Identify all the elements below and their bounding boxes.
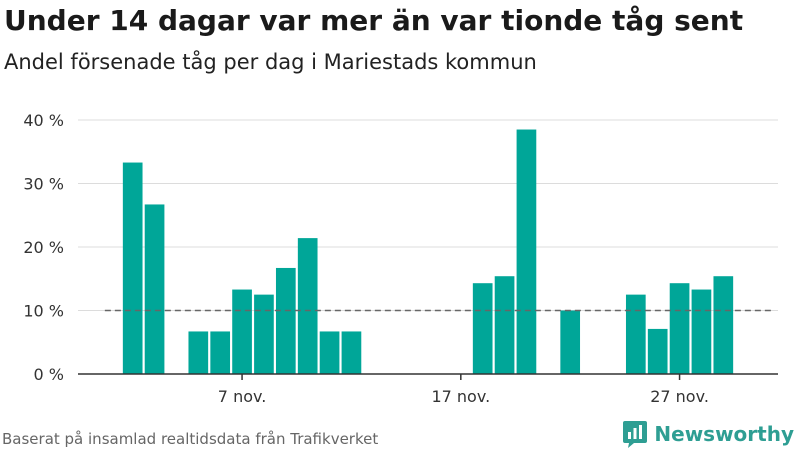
- bar: [188, 331, 209, 374]
- bar: [275, 267, 296, 374]
- bar: [472, 283, 493, 374]
- x-tick-label: 27 nov.: [650, 387, 709, 406]
- bar: [144, 204, 165, 374]
- chart-title: Under 14 dagar var mer än var tionde tåg…: [4, 4, 744, 37]
- bar-chart-speech-bubble-icon: [623, 421, 648, 448]
- x-tick-labels: 7 nov. 17 nov. 27 nov.: [218, 387, 709, 406]
- bar-chart: 0 % 10 % 20 % 30 % 40 % 7 nov. 17 nov. 27 nov.: [23, 111, 778, 406]
- axis-layer: [78, 373, 778, 380]
- bar: [647, 328, 668, 374]
- bar: [560, 310, 581, 374]
- bar: [254, 294, 274, 374]
- y-tick-labels: 0 % 10 % 20 % 30 % 40 %: [23, 111, 64, 384]
- y-tick-label: 20 %: [23, 238, 64, 257]
- newsworthy-logo: Newsworthy: [622, 419, 794, 449]
- bar: [516, 129, 537, 374]
- bar: [210, 331, 231, 374]
- source-note: Baserat på insamlad realtidsdata från Tr…: [2, 430, 379, 448]
- y-tick-label: 30 %: [23, 175, 64, 194]
- chart-subtitle: Andel försenade tåg per dag i Mariestads…: [4, 50, 537, 74]
- x-tick-label: 17 nov.: [431, 387, 490, 406]
- bar: [341, 331, 362, 374]
- bar: [713, 276, 734, 374]
- y-tick-label: 40 %: [23, 111, 64, 130]
- bar: [625, 294, 646, 374]
- y-tick-label: 0 %: [34, 365, 64, 384]
- brand-name: Newsworthy: [654, 422, 794, 446]
- bar: [122, 162, 143, 374]
- bar: [669, 283, 690, 374]
- bar: [232, 289, 252, 374]
- bar: [691, 289, 712, 374]
- bar: [494, 276, 515, 374]
- bar-layer: [122, 129, 734, 374]
- grid-layer: [78, 119, 778, 311]
- bar: [319, 331, 340, 374]
- x-tick-label: 7 nov.: [218, 387, 267, 406]
- y-tick-label: 10 %: [23, 302, 64, 321]
- bar: [297, 238, 318, 374]
